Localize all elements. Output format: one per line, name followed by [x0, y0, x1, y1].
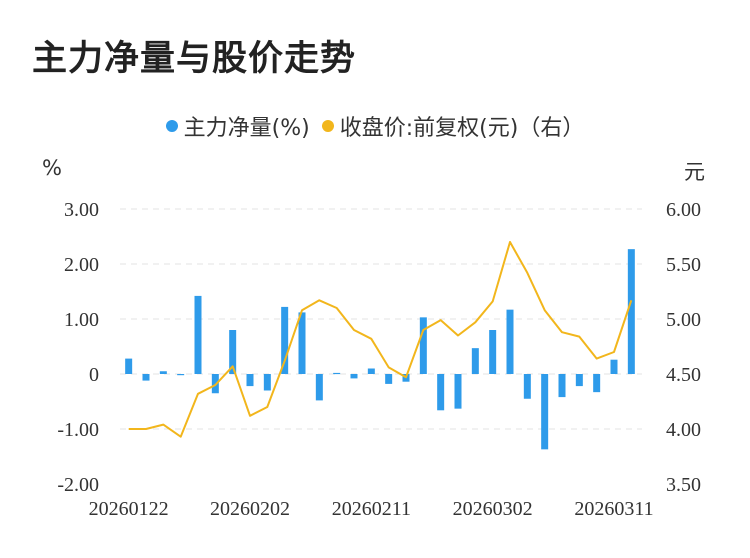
net-volume-bar — [298, 312, 306, 374]
legend-dot-line-icon — [321, 120, 334, 132]
net-volume-bar — [489, 330, 497, 374]
net-volume-bar — [523, 374, 531, 399]
net-volume-bar — [627, 249, 635, 374]
net-volume-bar — [437, 374, 445, 411]
y-left-tick-label: 0 — [89, 364, 99, 386]
net-volume-bar — [142, 374, 150, 381]
net-volume-bar — [575, 374, 583, 387]
net-volume-bar — [350, 374, 358, 379]
net-volume-bar — [367, 368, 375, 374]
y-right-tick-label: 3.50 — [666, 474, 701, 496]
y-right-tick-label: 4.50 — [666, 364, 701, 386]
x-tick-label: 20260122 — [89, 498, 169, 520]
chart-title: 主力净量与股价走势 — [32, 39, 357, 79]
net-volume-bar — [385, 374, 393, 384]
net-volume-bar — [263, 374, 271, 391]
net-volume-bar — [454, 374, 462, 409]
x-tick-label: 20260202 — [210, 498, 290, 520]
y-right-tick-label: 5.50 — [666, 254, 701, 276]
net-volume-bar — [125, 358, 133, 374]
net-volume-bar — [558, 374, 566, 398]
net-volume-bar — [177, 374, 185, 376]
y-left-tick-label: 1.00 — [64, 309, 99, 331]
legend-label-net-volume: 主力净量(%) — [183, 116, 310, 141]
x-tick-label: 20260311 — [574, 498, 653, 520]
net-volume-bar — [610, 359, 618, 374]
y-right-tick-label: 4.00 — [666, 419, 701, 441]
right-axis-unit: 元 — [684, 160, 705, 184]
net-volume-bar — [194, 295, 202, 374]
y-right-tick-label: 6.00 — [666, 199, 701, 221]
y-left-tick-label: -1.00 — [57, 419, 99, 441]
net-volume-bar — [593, 374, 601, 393]
legend-item-net-volume[interactable]: 主力净量(%) — [165, 110, 310, 142]
net-volume-bar — [419, 317, 427, 374]
y-right-tick-label: 5.00 — [666, 309, 701, 331]
chart-legend: 主力净量(%) 收盘价:前复权(元)（右） — [0, 110, 750, 142]
x-tick-label: 20260211 — [332, 498, 411, 520]
net-volume-bar — [246, 374, 254, 387]
close-price-line — [128, 241, 633, 438]
y-left-tick-label: -2.00 — [57, 474, 99, 496]
net-volume-bar — [159, 371, 167, 374]
net-volume-bar — [229, 330, 237, 374]
x-tick-label: 20260302 — [453, 498, 533, 520]
net-volume-bar — [541, 374, 549, 450]
net-volume-bar — [315, 374, 323, 401]
legend-item-close-price[interactable]: 收盘价:前复权(元)（右） — [321, 110, 585, 142]
y-left-tick-label: 2.00 — [64, 254, 99, 276]
net-volume-bar — [506, 309, 514, 374]
left-axis-unit: % — [42, 156, 62, 180]
legend-label-close-price: 收盘价:前复权(元)（右） — [339, 116, 585, 141]
net-volume-bar — [281, 306, 289, 374]
net-volume-bar — [471, 348, 479, 374]
y-left-tick-label: 3.00 — [64, 199, 99, 221]
legend-dot-bar-icon — [165, 120, 178, 132]
net-volume-bar — [333, 372, 341, 375]
